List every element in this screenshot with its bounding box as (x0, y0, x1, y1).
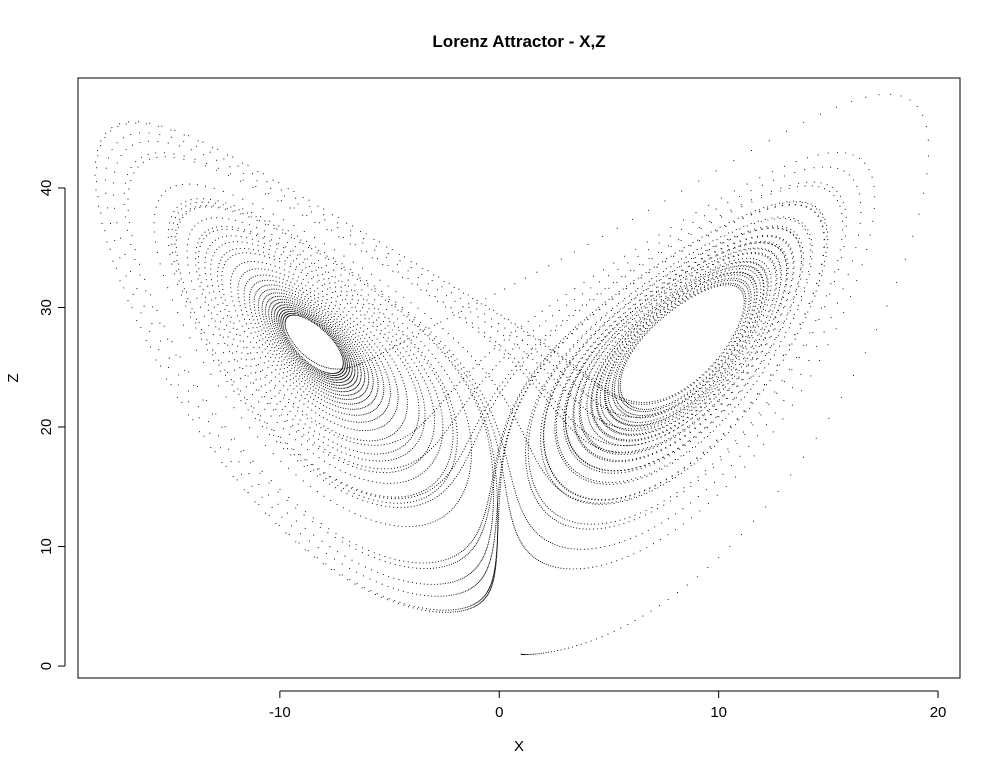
y-tick-label: 10 (38, 538, 55, 555)
x-tick-label: 0 (495, 704, 503, 721)
series-points-0 (94, 93, 930, 656)
plot-area (94, 93, 930, 656)
axes: -10 0 10 20 0 10 20 30 40 (38, 77, 961, 721)
x-axis-label: X (514, 738, 524, 755)
plot-frame (77, 77, 961, 679)
y-tick-label: 20 (38, 419, 55, 436)
x-tick-label: 20 (930, 704, 947, 721)
y-axis: 0 10 20 30 40 (38, 180, 66, 670)
y-axis-label: Z (5, 373, 22, 382)
x-axis: -10 0 10 20 (269, 690, 947, 721)
y-tick-label: 30 (38, 299, 55, 316)
y-tick-label: 40 (38, 180, 55, 197)
y-tick-label: 0 (38, 662, 55, 670)
chart-title: Lorenz Attractor - X,Z (432, 32, 605, 51)
x-tick-label: 10 (710, 704, 727, 721)
x-tick-label: -10 (269, 704, 291, 721)
